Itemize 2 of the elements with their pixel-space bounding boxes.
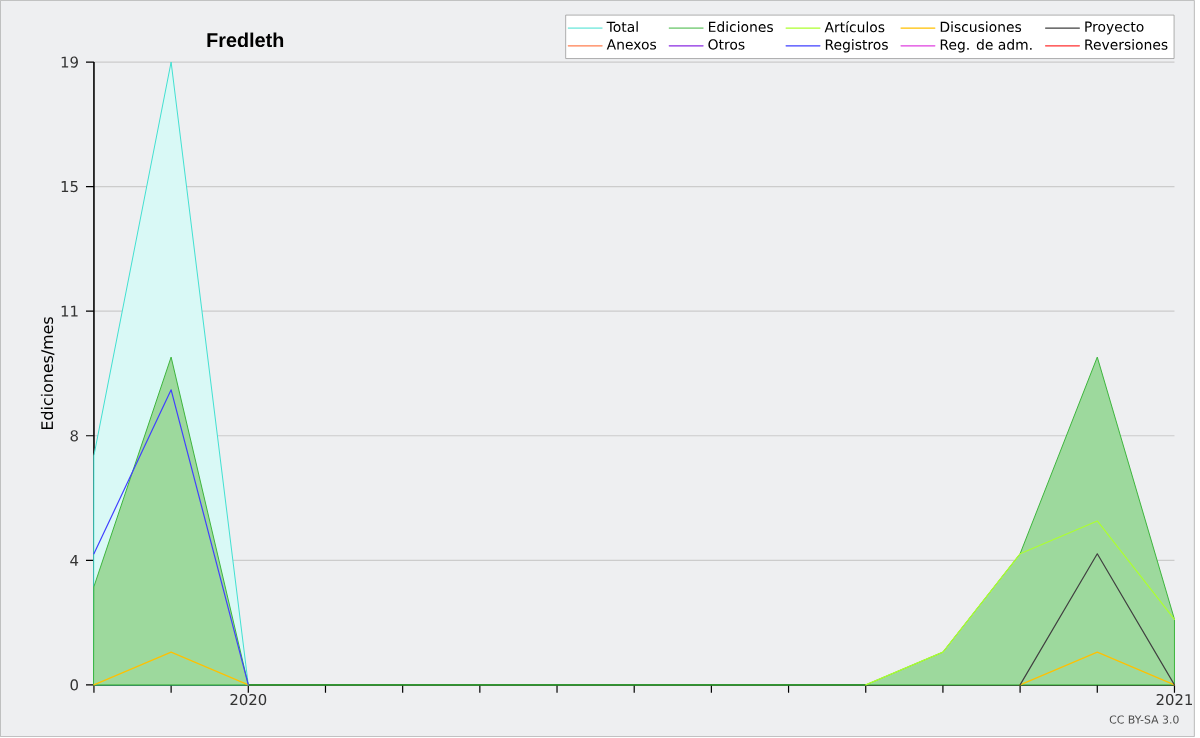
chart-title: Fredleth <box>207 33 284 48</box>
line-series <box>865 520 1176 686</box>
